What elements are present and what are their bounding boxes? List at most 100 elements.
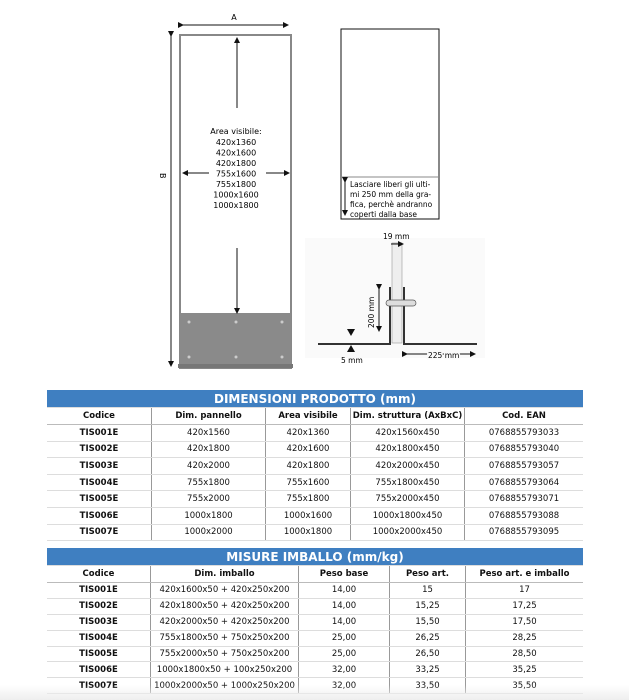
table-cell: TIS001E: [47, 424, 152, 442]
table-cell: TIS005E: [47, 490, 152, 508]
table-cell: 26,25: [389, 630, 466, 647]
table-cell: 755x1600: [265, 474, 351, 492]
base-section-drawing: 19 mm 200 mm 5 mm 225 mm: [305, 232, 485, 365]
svg-text:420x1600: 420x1600: [216, 149, 256, 158]
table-title: MISURE IMBALLO (mm/kg): [47, 548, 583, 566]
table-cell: 1000x1800x450: [350, 507, 465, 525]
packaging-table: MISURE IMBALLO (mm/kg) Codice Dim. imbal…: [47, 548, 583, 695]
label-b: B: [158, 173, 167, 179]
table-cell: 420x1560x450: [350, 424, 465, 442]
table-cell: TIS003E: [47, 457, 152, 475]
svg-text:Area visibile:: Area visibile:: [210, 127, 261, 136]
table-cell: 14,00: [298, 598, 390, 615]
table-cell: 0768855793095: [464, 524, 583, 542]
table-cell: 420x1600: [265, 441, 351, 459]
table-cell: 0768855793071: [464, 490, 583, 508]
table-cell: 1000x1800x50 + 100x250x200: [150, 661, 299, 679]
table-row: TIS004E 755x1800x50 + 750x250x200 25,00 26,…: [47, 630, 583, 647]
table-cell: 25,00: [298, 646, 390, 663]
col-header: Codice: [47, 407, 152, 425]
table-cell: 1000x2000x450: [350, 524, 465, 542]
product-diagram: A B Area visibile: 420x1360 420x1600 420…: [158, 13, 485, 369]
table-cell: 1000x1600: [265, 507, 351, 525]
table-cell: 755x1800x50 + 750x250x200: [150, 630, 299, 647]
table-cell: 1000x1800: [265, 524, 351, 542]
table-cell: 755x2000x50 + 750x250x200: [150, 646, 299, 663]
svg-text:1000x1800: 1000x1800: [213, 201, 258, 210]
col-header: Dim. struttura (AxBxC): [350, 407, 465, 425]
table-cell: 26,50: [389, 646, 466, 663]
table-cell: 755x1800: [151, 474, 266, 492]
svg-text:Lasciare liberi gli ulti-: Lasciare liberi gli ulti-: [350, 180, 431, 189]
table-row: TIS002E 420x1800 420x1600 420x1800x450 07688…: [47, 441, 583, 459]
table-cell: 15: [389, 582, 466, 599]
col-header: Peso art.: [389, 565, 466, 583]
col-header: Dim. pannello: [151, 407, 266, 425]
table-cell: TIS006E: [47, 661, 151, 679]
table-cell: TIS002E: [47, 441, 152, 459]
table-cell: 28,25: [465, 630, 583, 647]
table-cell: 28,50: [465, 646, 583, 663]
table-cell: 17: [465, 582, 583, 599]
table-cell: TIS004E: [47, 630, 151, 647]
svg-text:225 mm: 225 mm: [428, 351, 459, 360]
table-row: TIS006E 1000x1800 1000x1600 1000x1800x450 07…: [47, 507, 583, 525]
graphic-box: [340, 28, 440, 220]
table-cell: 755x2000x450: [350, 490, 465, 508]
table-row: TIS006E 1000x1800x50 + 100x250x200 32,00 33…: [47, 661, 583, 679]
svg-text:755x1800: 755x1800: [216, 180, 256, 189]
table-row: TIS001E 420x1560 420x1360 420x1560x450 07688…: [47, 424, 583, 442]
table-cell: TIS005E: [47, 646, 151, 663]
table-cell: 15,25: [389, 598, 466, 615]
col-header: Area visibile: [265, 407, 351, 425]
table-cell: 420x2000x450: [350, 457, 465, 475]
table-cell: 35,25: [465, 661, 583, 679]
table-cell: 0768855793064: [464, 474, 583, 492]
table-title: DIMENSIONI PRODOTTO (mm): [47, 390, 583, 408]
table-cell: 0768855793040: [464, 441, 583, 459]
svg-text:mi 250 mm della gra-: mi 250 mm della gra-: [350, 190, 431, 199]
table-cell: TIS006E: [47, 507, 152, 525]
col-header: Cod. EAN: [464, 407, 583, 425]
table-cell: 420x1800x450: [350, 441, 465, 459]
svg-text:755x1600: 755x1600: [216, 170, 256, 179]
table-cell: TIS004E: [47, 474, 152, 492]
table-cell: 33,25: [389, 661, 466, 679]
col-header: Peso art. e imballo: [465, 565, 583, 583]
table-row: TIS005E 755x2000 755x1800 755x2000x450 07688…: [47, 490, 583, 508]
table-row: TIS003E 420x2000x50 + 420x250x200 14,00 15,…: [47, 614, 583, 631]
table-row: TIS003E 420x2000 420x1800 420x2000x450 07688…: [47, 457, 583, 475]
table-cell: 420x1560: [151, 424, 266, 442]
table-cell: 755x1800: [265, 490, 351, 508]
product-dimensions-table: DIMENSIONI PRODOTTO (mm) Codice Dim. pan…: [47, 390, 583, 542]
table-cell: 14,00: [298, 582, 390, 599]
svg-text:420x1800: 420x1800: [216, 159, 256, 168]
table-cell: 755x1800x450: [350, 474, 465, 492]
table-cell: TIS002E: [47, 598, 151, 615]
table-row: TIS004E 755x1800 755x1600 755x1800x450 07688…: [47, 474, 583, 492]
table-cell: 1000x1800: [151, 507, 266, 525]
table-cell: 17,25: [465, 598, 583, 615]
table-cell: 420x1800x50 + 420x250x200: [150, 598, 299, 615]
table-cell: 420x2000x50 + 420x250x200: [150, 614, 299, 631]
table-cell: 420x1800: [151, 441, 266, 459]
svg-text:5 mm: 5 mm: [341, 356, 363, 365]
table-cell: 0768855793057: [464, 457, 583, 475]
note-text: Lasciare liberi gli ulti- mi 250 mm dell…: [350, 180, 433, 219]
table-row: TIS001E 420x1600x50 + 420x250x200 14,00 15 1…: [47, 582, 583, 599]
table-cell: 0768855793088: [464, 507, 583, 525]
svg-text:200 mm: 200 mm: [367, 297, 376, 328]
label-a: A: [231, 13, 237, 22]
table-cell: 32,00: [298, 661, 390, 679]
table-cell: 0768855793033: [464, 424, 583, 442]
col-header: Dim. imballo: [150, 565, 299, 583]
table-cell: TIS007E: [47, 524, 152, 542]
col-header: Peso base: [298, 565, 390, 583]
table-cell: 15,50: [389, 614, 466, 631]
table-cell: 420x1360: [265, 424, 351, 442]
table-row: TIS005E 755x2000x50 + 750x250x200 25,00 26,…: [47, 646, 583, 663]
table-cell: 420x1600x50 + 420x250x200: [150, 582, 299, 599]
table-cell: 420x2000: [151, 457, 266, 475]
table-cell: 1000x2000: [151, 524, 266, 542]
table-row: TIS007E 1000x2000 1000x1800 1000x2000x450 07…: [47, 524, 583, 542]
